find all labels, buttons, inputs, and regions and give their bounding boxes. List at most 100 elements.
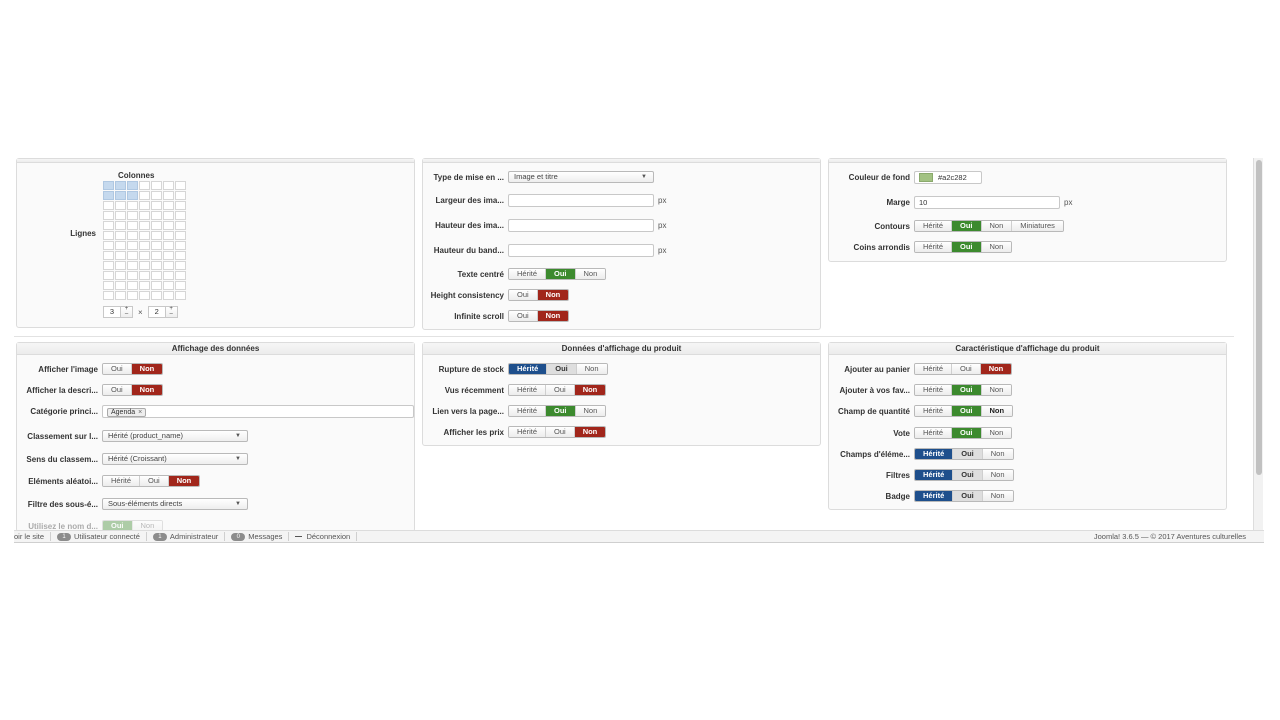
option-inherited[interactable]: Hérité	[509, 364, 548, 374]
add-fav-toggle[interactable]: Hérité Oui Non	[914, 384, 1013, 396]
grid-cell[interactable]	[139, 201, 150, 210]
grid-cell[interactable]	[139, 221, 150, 230]
option-yes[interactable]: Oui	[546, 406, 576, 416]
color-swatch[interactable]	[919, 173, 933, 182]
show-image-toggle[interactable]: Oui Non	[102, 363, 164, 375]
grid-cell[interactable]	[151, 211, 162, 220]
grid-cell[interactable]	[139, 241, 150, 250]
grid-cell[interactable]	[175, 291, 186, 300]
grid-cell[interactable]	[139, 211, 150, 220]
grid-cell[interactable]	[127, 251, 138, 260]
grid-cell[interactable]	[163, 221, 174, 230]
grid-cell[interactable]	[163, 251, 174, 260]
grid-cell[interactable]	[163, 201, 174, 210]
filters-toggle[interactable]: Hérité Oui Non	[914, 469, 1014, 481]
option-inherited[interactable]: Hérité	[915, 221, 953, 231]
grid-cell[interactable]	[115, 251, 126, 260]
margin-input[interactable]: 10	[914, 196, 1060, 209]
columns-count-input[interactable]: 3	[103, 306, 121, 318]
grid-cell[interactable]	[151, 201, 162, 210]
minus-icon[interactable]: –	[169, 311, 173, 317]
grid-cell[interactable]	[151, 231, 162, 240]
close-icon[interactable]: ×	[138, 409, 143, 416]
grid-cell[interactable]	[103, 221, 114, 230]
grid-cell[interactable]	[127, 271, 138, 280]
option-inherited[interactable]: Hérité	[915, 491, 954, 501]
grid-cell[interactable]	[127, 191, 138, 200]
grid-cell[interactable]	[151, 241, 162, 250]
grid-cell[interactable]	[103, 231, 114, 240]
option-no[interactable]: Non	[131, 385, 163, 395]
option-yes[interactable]: Oui	[103, 364, 132, 374]
grid-cell[interactable]	[103, 241, 114, 250]
grid-cell[interactable]	[139, 191, 150, 200]
option-yes[interactable]: Oui	[952, 428, 982, 438]
grid-cell[interactable]	[163, 271, 174, 280]
messages-link[interactable]: 0 Messages	[225, 532, 290, 541]
grid-cell[interactable]	[163, 291, 174, 300]
grid-cell[interactable]	[103, 211, 114, 220]
grid-cell[interactable]	[103, 281, 114, 290]
grid-cell[interactable]	[175, 211, 186, 220]
grid-cell[interactable]	[115, 261, 126, 270]
sub-filter-select[interactable]: Sous-éléments directs ▼	[102, 498, 248, 510]
option-yes[interactable]: Oui	[952, 242, 982, 252]
option-yes[interactable]: Oui	[952, 221, 982, 231]
option-no[interactable]: Non	[981, 385, 1012, 395]
fields-toggle[interactable]: Hérité Oui Non	[914, 448, 1014, 460]
grid-cell[interactable]	[151, 251, 162, 260]
option-inherited[interactable]: Hérité	[915, 428, 953, 438]
grid-cell[interactable]	[127, 181, 138, 190]
grid-cell[interactable]	[175, 181, 186, 190]
option-yes[interactable]: Oui	[952, 385, 982, 395]
option-inherited[interactable]: Hérité	[509, 385, 547, 395]
grid-cell[interactable]	[139, 251, 150, 260]
option-yes[interactable]: Oui	[509, 290, 538, 300]
option-no[interactable]: Non	[537, 290, 569, 300]
option-yes[interactable]: Oui	[546, 385, 575, 395]
grid-cell[interactable]	[103, 291, 114, 300]
grid-cell[interactable]	[103, 191, 114, 200]
grid-cell[interactable]	[127, 241, 138, 250]
grid-cell[interactable]	[127, 231, 138, 240]
grid-cell[interactable]	[115, 181, 126, 190]
grid-cell[interactable]	[151, 191, 162, 200]
columns-stepper[interactable]: + –	[121, 306, 133, 318]
option-yes[interactable]: Oui	[953, 470, 983, 480]
grid-cell[interactable]	[115, 291, 126, 300]
option-inherited[interactable]: Hérité	[103, 476, 141, 486]
option-no[interactable]: Non	[981, 242, 1012, 252]
option-inherited[interactable]: Hérité	[915, 364, 953, 374]
option-inherited[interactable]: Hérité	[509, 269, 547, 279]
grid-cell[interactable]	[175, 251, 186, 260]
option-yes[interactable]: Oui	[140, 476, 169, 486]
option-no[interactable]: Non	[574, 427, 606, 437]
vertical-scrollbar[interactable]: ▾	[1253, 158, 1263, 542]
view-site-link[interactable]: oir le site	[14, 532, 52, 541]
option-yes[interactable]: Oui	[952, 364, 981, 374]
infinite-scroll-toggle[interactable]: Oui Non	[508, 310, 570, 322]
bg-color-input[interactable]: #a2c282	[914, 171, 982, 184]
grid-cell[interactable]	[163, 241, 174, 250]
grid-cell[interactable]	[139, 291, 150, 300]
option-no[interactable]: Non	[537, 311, 569, 321]
option-thumbnails[interactable]: Miniatures	[1012, 221, 1063, 231]
option-no[interactable]: Non	[982, 449, 1013, 459]
stock-out-toggle[interactable]: Hérité Oui Non	[508, 363, 608, 375]
grid-cell[interactable]	[115, 281, 126, 290]
grid-cell[interactable]	[115, 191, 126, 200]
option-no[interactable]: Non	[168, 476, 200, 486]
grid-cell[interactable]	[103, 261, 114, 270]
admin-link[interactable]: 1 Administrateur	[147, 532, 226, 541]
height-consistency-toggle[interactable]: Oui Non	[508, 289, 570, 301]
grid-cell[interactable]	[163, 191, 174, 200]
grid-cell[interactable]	[151, 181, 162, 190]
grid-cell[interactable]	[103, 181, 114, 190]
logout-link[interactable]: Déconnexion	[289, 532, 358, 541]
show-desc-toggle[interactable]: Oui Non	[102, 384, 164, 396]
option-no[interactable]: Non	[980, 364, 1012, 374]
option-no[interactable]: Non	[575, 269, 606, 279]
image-width-input[interactable]	[508, 194, 654, 207]
option-yes[interactable]: Oui	[103, 521, 133, 531]
grid-cell[interactable]	[103, 251, 114, 260]
